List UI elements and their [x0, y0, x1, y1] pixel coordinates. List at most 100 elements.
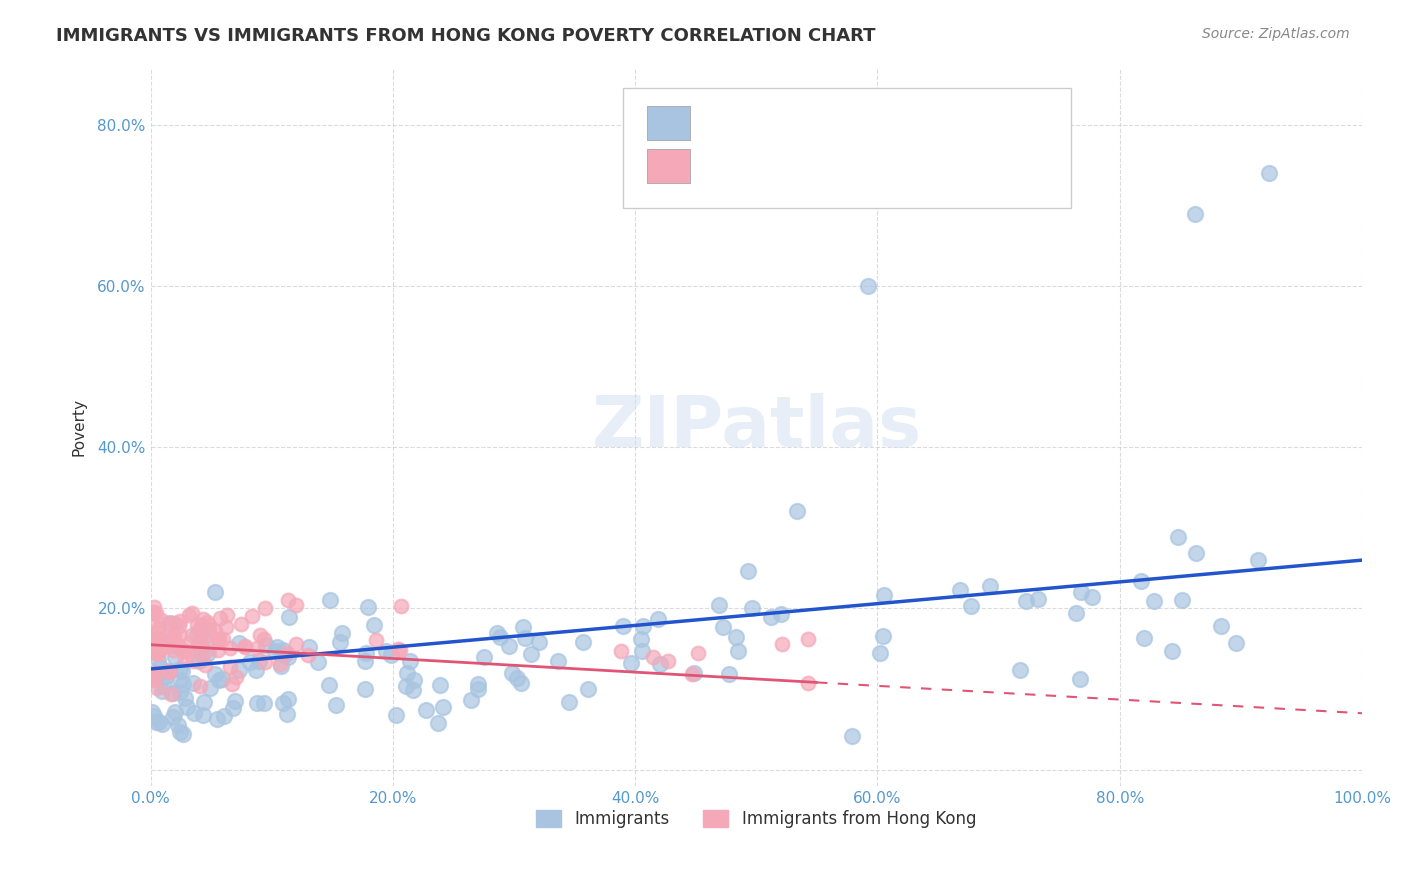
Point [1225, 636, 1247, 650]
Point [1185, 545, 1208, 559]
Point [224, 694, 246, 708]
Point [318, 593, 340, 607]
Point [204, 585, 226, 599]
Point [169, 662, 191, 676]
Point [228, 664, 250, 678]
Point [1209, 619, 1232, 633]
Point [181, 628, 204, 642]
Point [1081, 590, 1104, 604]
Point [307, 655, 329, 669]
Point [212, 708, 235, 723]
Legend: Immigrants, Immigrants from Hong Kong: Immigrants, Immigrants from Hong Kong [530, 804, 983, 835]
Point [1247, 552, 1270, 566]
Point [211, 672, 233, 686]
Point [529, 635, 551, 649]
Point [269, 657, 291, 671]
Point [1133, 631, 1156, 645]
Point [276, 706, 298, 721]
Point [146, 651, 169, 665]
Point [198, 622, 221, 636]
Point [711, 620, 734, 634]
Point [737, 564, 759, 578]
Point [389, 599, 412, 614]
Point [163, 615, 186, 630]
Point [263, 643, 285, 657]
Point [488, 630, 510, 644]
Point [869, 646, 891, 660]
Point [195, 615, 218, 629]
Point [1070, 585, 1092, 599]
Point [769, 607, 792, 621]
Point [233, 639, 256, 653]
Point [148, 715, 170, 730]
Point [620, 657, 643, 671]
Point [165, 650, 187, 665]
Point [796, 632, 818, 646]
Point [183, 655, 205, 669]
Point [194, 636, 217, 650]
Point [173, 644, 195, 658]
Point [194, 658, 217, 673]
Point [146, 668, 169, 682]
Point [197, 647, 219, 661]
Point [181, 606, 204, 620]
Point [163, 629, 186, 643]
Point [207, 643, 229, 657]
Point [190, 636, 212, 650]
Point [145, 607, 167, 621]
Point [146, 625, 169, 640]
Point [797, 676, 820, 690]
Point [153, 679, 176, 693]
Point [169, 673, 191, 687]
Point [1015, 594, 1038, 608]
Point [155, 669, 177, 683]
Point [141, 705, 163, 719]
Point [727, 643, 749, 657]
Point [183, 706, 205, 720]
Point [148, 621, 170, 635]
FancyBboxPatch shape [647, 149, 690, 183]
Point [402, 673, 425, 687]
Point [707, 598, 730, 612]
Point [1130, 574, 1153, 589]
Point [157, 632, 180, 647]
Point [1142, 594, 1164, 608]
Point [160, 633, 183, 648]
Point [218, 640, 240, 655]
Point [148, 632, 170, 646]
Point [215, 607, 238, 622]
Point [188, 634, 211, 648]
Point [380, 648, 402, 662]
Point [167, 638, 190, 652]
Point [572, 635, 595, 649]
Point [485, 626, 508, 640]
Point [145, 630, 167, 644]
Point [173, 651, 195, 665]
Point [193, 695, 215, 709]
Point [198, 681, 221, 695]
Point [979, 579, 1001, 593]
Point [354, 646, 377, 660]
Point [169, 614, 191, 628]
Point [429, 678, 451, 692]
Point [169, 628, 191, 642]
Point [641, 650, 664, 665]
Point [159, 615, 181, 630]
Point [389, 643, 412, 657]
Point [354, 654, 377, 668]
Point [277, 692, 299, 706]
Point [165, 705, 187, 719]
Point [172, 727, 194, 741]
Point [472, 650, 495, 665]
Point [142, 709, 165, 723]
Point [142, 605, 165, 619]
Point [399, 655, 422, 669]
Point [143, 600, 166, 615]
Point [266, 640, 288, 655]
Point [143, 627, 166, 641]
Point [176, 699, 198, 714]
Point [156, 630, 179, 644]
Point [197, 618, 219, 632]
Point [162, 632, 184, 646]
Point [169, 685, 191, 699]
